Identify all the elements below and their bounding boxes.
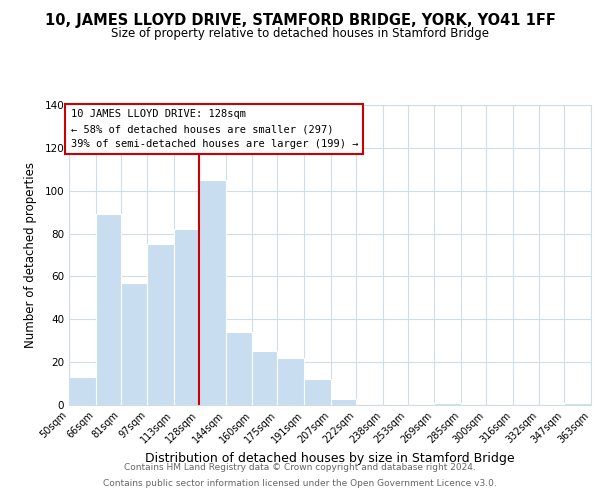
Bar [331,398,356,405]
Text: 10, JAMES LLOYD DRIVE, STAMFORD BRIDGE, YORK, YO41 1FF: 10, JAMES LLOYD DRIVE, STAMFORD BRIDGE, … [44,12,556,28]
Bar [174,230,199,405]
Y-axis label: Number of detached properties: Number of detached properties [25,162,37,348]
X-axis label: Distribution of detached houses by size in Stamford Bridge: Distribution of detached houses by size … [145,452,515,465]
Text: 10 JAMES LLOYD DRIVE: 128sqm
← 58% of detached houses are smaller (297)
39% of s: 10 JAMES LLOYD DRIVE: 128sqm ← 58% of de… [71,110,358,149]
Bar [95,214,121,405]
Bar [148,244,174,405]
Text: Contains HM Land Registry data © Crown copyright and database right 2024.: Contains HM Land Registry data © Crown c… [124,464,476,472]
Bar [121,283,148,405]
Bar [69,377,95,405]
Bar [434,403,461,405]
Text: Size of property relative to detached houses in Stamford Bridge: Size of property relative to detached ho… [111,28,489,40]
Bar [565,403,591,405]
Bar [277,358,304,405]
Bar [253,352,277,405]
Text: Contains public sector information licensed under the Open Government Licence v3: Contains public sector information licen… [103,478,497,488]
Bar [199,180,226,405]
Bar [226,332,253,405]
Bar [304,380,331,405]
